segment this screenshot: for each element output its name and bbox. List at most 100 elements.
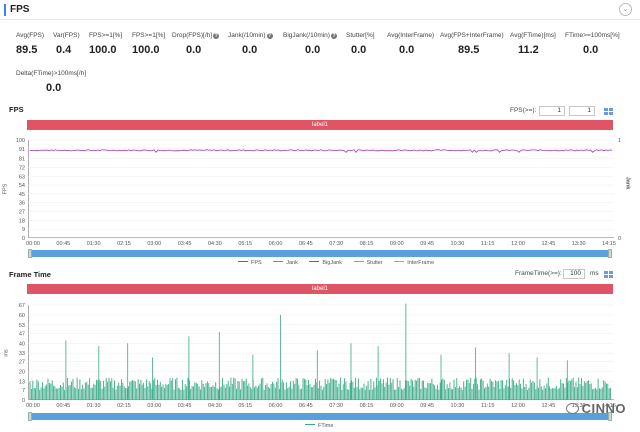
fps-x-tick: 08:15 (360, 241, 374, 247)
metric-label: Avg(InterFrame) (387, 32, 435, 39)
ftime-legend: FTime (305, 423, 343, 429)
panel-title: FPS (10, 4, 30, 15)
legend-item[interactable]: FTime (305, 423, 333, 429)
fps-threshold-input-1[interactable]: 1 (539, 106, 565, 116)
header-accent (4, 4, 6, 16)
fps-x-tick: 03:00 (147, 241, 161, 247)
ftime-x-tick: 00:00 (26, 403, 40, 409)
metric-value: 0.0 (399, 44, 415, 56)
fps-y-tick: 9 (22, 227, 25, 233)
fps-plot-area (28, 140, 614, 238)
fps-y-tick: 27 (19, 210, 25, 216)
ftime-x-tick: 05:15 (238, 403, 252, 409)
ftime-x-tick: 13:30 (572, 403, 586, 409)
fps-x-tick: 04:30 (208, 241, 222, 247)
metric-avg-fps-interframe: Avg(FPS+InterFrame) 89.5 (440, 32, 504, 56)
ftime-x-tick: 01:30 (87, 403, 101, 409)
fps-x-tick: 09:45 (420, 241, 434, 247)
fps-x-tick: 01:30 (87, 241, 101, 247)
watermark: CINNO (565, 401, 626, 416)
fps-threshold-input-2[interactable]: 1 (569, 106, 595, 116)
metric-label: Var(FPS) (53, 32, 80, 39)
fps-y-tick: 63 (19, 174, 25, 180)
ftime-x-tick: 09:45 (420, 403, 434, 409)
ftime-x-tick: 12:00 (511, 403, 525, 409)
metric-bigjank: BigJank(/10min)? 0.0 (283, 32, 337, 56)
fps-x-tick: 10:30 (451, 241, 465, 247)
grid-view-icon[interactable] (604, 108, 614, 115)
fps-y-tick: 72 (19, 165, 25, 171)
fps-series-line (29, 149, 613, 153)
scroll-handle-left[interactable] (28, 412, 32, 421)
metric-label: Avg(FTime)[ms] (510, 32, 556, 39)
grid-view-icon[interactable] (604, 271, 614, 278)
metric-avg-fps: Avg(FPS) 89.5 (16, 32, 44, 56)
metric-value: 100.0 (132, 44, 160, 56)
scroll-handle-right[interactable] (608, 249, 612, 258)
ftime-scrollbar[interactable] (28, 412, 612, 421)
ftime-x-tick: 00:45 (56, 403, 70, 409)
legend-item[interactable]: Stutter (353, 260, 383, 266)
ftime-x-tick: 06:45 (299, 403, 313, 409)
metric-value: 11.2 (518, 44, 539, 56)
metric-label: Stutter[%] (346, 32, 375, 39)
fps-scrollbar[interactable] (28, 249, 612, 258)
fps-y-tick: 18 (19, 218, 25, 224)
scroll-handle-right[interactable] (608, 412, 612, 421)
metric-fps-ge1-b: FPS>=1[%] 100.0 (132, 32, 165, 56)
fps-label-bar[interactable]: label1 (27, 120, 613, 130)
ftime-y-tick: 7 (22, 388, 25, 394)
fps-x-tick: 13:30 (572, 241, 586, 247)
legend-item[interactable]: Jank (273, 260, 298, 266)
metric-var-fps: Var(FPS) 0.4 (53, 32, 80, 56)
ftime-x-tick: 07:30 (329, 403, 343, 409)
ftime-y-tick: 13 (19, 380, 25, 386)
metric-value: 89.5 (16, 44, 38, 56)
ftime-threshold-input[interactable]: 100 (563, 269, 585, 279)
metric-label: Drop(FPS)[/h]? (172, 32, 220, 39)
ftime-x-tick: 03:45 (178, 403, 192, 409)
fps-x-tick: 05:15 (238, 241, 252, 247)
metric-label: Jank(/10min)? (228, 32, 273, 39)
fps-x-tick: 00:45 (56, 241, 70, 247)
legend-item[interactable]: FPS (238, 260, 262, 266)
fps-threshold-label: FPS(>=): (510, 107, 537, 114)
metric-value: 100.0 (89, 44, 117, 56)
fps-legend: FPS Jank BigJank Stutter InterFrame (238, 260, 444, 266)
metric-value: 0.0 (242, 44, 258, 56)
ftime-y-tick: 60 (19, 313, 25, 319)
ftime-unit-label: ms (590, 270, 599, 277)
fps-y-tick: 91 (19, 147, 25, 153)
ftime-y-tick: 0 (22, 398, 25, 404)
fps-x-tick: 06:45 (299, 241, 313, 247)
fps-x-tick: 03:45 (178, 241, 192, 247)
metric-value: 0.0 (186, 44, 202, 56)
ftime-label-bar[interactable]: label1 (27, 284, 613, 294)
fps-y-tick: 54 (19, 183, 25, 189)
fps-x-tick: 11:15 (481, 241, 494, 247)
metric-drop-fps: Drop(FPS)[/h]? 0.0 (172, 32, 220, 56)
metric-label: BigJank(/10min)? (283, 32, 337, 39)
ftime-y-tick: 53 (19, 323, 25, 329)
help-icon[interactable]: ? (213, 33, 220, 39)
ftime-y-tick: 27 (19, 360, 25, 366)
help-icon[interactable]: ? (330, 33, 337, 39)
ftime-x-tick: 09:00 (390, 403, 404, 409)
ftime-y-tick: 33 (19, 351, 25, 357)
help-icon[interactable]: ? (266, 33, 273, 39)
metric-label: Avg(FPS+InterFrame) (440, 32, 504, 39)
scroll-handle-left[interactable] (28, 249, 32, 258)
fps-x-tick: 06:00 (269, 241, 283, 247)
ftime-y-tick: 47 (19, 331, 25, 337)
legend-item[interactable]: BigJank (309, 260, 342, 266)
ftime-y-tick: 40 (19, 341, 25, 347)
ftime-x-tick: 02:15 (117, 403, 131, 409)
fps-y2-tick: 0 (618, 236, 621, 242)
legend-item[interactable]: InterFrame (394, 260, 434, 266)
chevron-down-icon[interactable]: ⌄ (619, 3, 632, 16)
panel-header: FPS ⌄ (0, 0, 640, 20)
fps-y-tick: 100 (16, 138, 25, 144)
metric-value: 0.0 (46, 82, 62, 94)
ftime-y-tick: 67 (19, 303, 25, 309)
